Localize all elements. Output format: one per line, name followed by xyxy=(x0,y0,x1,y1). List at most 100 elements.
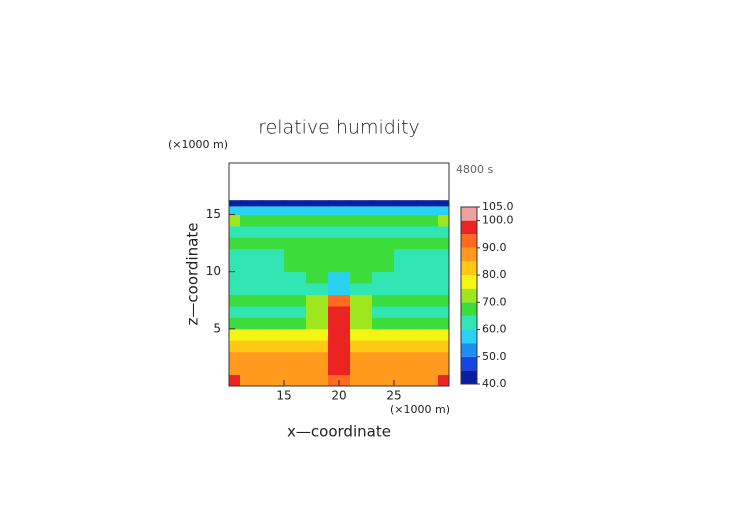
contour-cell xyxy=(240,328,263,341)
contour-cell xyxy=(438,363,449,376)
contour-cell xyxy=(394,340,417,353)
contour-cell xyxy=(350,340,373,353)
contour-cell xyxy=(394,317,417,330)
colorbar-band xyxy=(461,247,477,262)
y-tick-label: 5 xyxy=(213,321,221,335)
contour-cell xyxy=(262,200,285,207)
contour-cell xyxy=(328,283,351,296)
contour-cell xyxy=(240,317,263,330)
contour-cell xyxy=(350,294,373,307)
colorbar-band xyxy=(461,302,477,316)
contour-cell xyxy=(229,351,241,364)
contour-cell xyxy=(306,317,329,330)
contour-cell xyxy=(350,283,373,296)
contour-cell xyxy=(240,283,263,296)
contour-cell xyxy=(416,317,439,330)
contour-cell xyxy=(372,283,395,296)
contour-cell xyxy=(438,260,449,273)
colorbar-tick-label: 50.0 xyxy=(482,350,507,363)
contour-cell xyxy=(416,294,439,307)
contour-cell xyxy=(240,363,263,376)
y-unit-label: (×1000 m) xyxy=(168,138,228,151)
colorbar-tick-label: 90.0 xyxy=(482,241,507,254)
contour-cell xyxy=(350,351,373,364)
contour-cell xyxy=(438,305,449,318)
contour-cell xyxy=(284,214,307,227)
contour-cell xyxy=(284,205,307,215)
contour-cell xyxy=(306,248,329,261)
contour-cell xyxy=(229,305,241,318)
contour-cell xyxy=(306,205,329,215)
contour-cell xyxy=(284,305,307,318)
contour-cell xyxy=(394,260,417,273)
contour-cell xyxy=(394,283,417,296)
contour-cell xyxy=(328,363,351,376)
contour-cell xyxy=(416,283,439,296)
contour-cell xyxy=(438,271,449,284)
contour-cell xyxy=(416,351,439,364)
contour-cell xyxy=(372,214,395,227)
colorbar-tick-label: 40.0 xyxy=(482,377,507,390)
colorbar-band xyxy=(461,234,477,248)
contour-cell xyxy=(394,374,417,386)
colorbar-band xyxy=(461,370,477,384)
contour-cell xyxy=(416,271,439,284)
x-tick-label: 15 xyxy=(276,389,291,403)
contour-cell xyxy=(262,317,285,330)
contour-cell xyxy=(416,248,439,261)
contour-cell xyxy=(306,283,329,296)
contour-cell xyxy=(306,271,329,284)
contour-cell xyxy=(372,225,395,238)
contour-cell xyxy=(240,248,263,261)
contour-cell xyxy=(438,340,449,353)
contour-cell xyxy=(350,248,373,261)
contour-cell xyxy=(306,200,329,207)
contour-cell xyxy=(394,237,417,250)
time-label: 4800 s xyxy=(456,163,493,176)
contour-cell xyxy=(372,305,395,318)
contour-cell xyxy=(284,294,307,307)
contour-cell xyxy=(350,363,373,376)
contour-cell xyxy=(372,351,395,364)
contour-cell xyxy=(240,271,263,284)
contour-cell xyxy=(240,305,263,318)
contour-cell xyxy=(372,317,395,330)
contour-cell xyxy=(394,305,417,318)
contour-cell xyxy=(416,200,439,207)
contour-cell xyxy=(284,351,307,364)
contour-cell xyxy=(229,283,241,296)
colorbar-tick-label: 70.0 xyxy=(482,295,507,308)
contour-cell xyxy=(284,225,307,238)
contour-cell xyxy=(262,237,285,250)
contour-cell xyxy=(240,340,263,353)
contour-cell xyxy=(416,363,439,376)
contour-cell xyxy=(438,214,449,227)
contour-cell xyxy=(438,294,449,307)
contour-cell xyxy=(372,248,395,261)
contour-cell xyxy=(416,214,439,227)
contour-cell xyxy=(306,237,329,250)
x-tick-label: 25 xyxy=(386,389,401,403)
contour-cell xyxy=(394,351,417,364)
contour-cell xyxy=(416,237,439,250)
contour-cell xyxy=(284,317,307,330)
colorbar-tick-label: 80.0 xyxy=(482,268,507,281)
contour-cell xyxy=(262,260,285,273)
contour-cell xyxy=(229,294,241,307)
colorbar-band xyxy=(461,315,477,330)
contour-cell xyxy=(416,340,439,353)
contour-cell xyxy=(328,305,351,318)
contour-cell xyxy=(350,271,373,284)
contour-cell xyxy=(438,328,449,341)
contour-cell xyxy=(372,271,395,284)
contour-cell xyxy=(229,363,241,376)
contour-cell xyxy=(284,271,307,284)
contour-cell xyxy=(262,205,285,215)
colorbar-band xyxy=(461,356,477,371)
contour-cell xyxy=(262,328,285,341)
contour-cell xyxy=(240,294,263,307)
contour-cell xyxy=(306,363,329,376)
contour-cell xyxy=(229,271,241,284)
y-tick-label: 15 xyxy=(206,207,221,221)
contour-cell xyxy=(306,214,329,227)
